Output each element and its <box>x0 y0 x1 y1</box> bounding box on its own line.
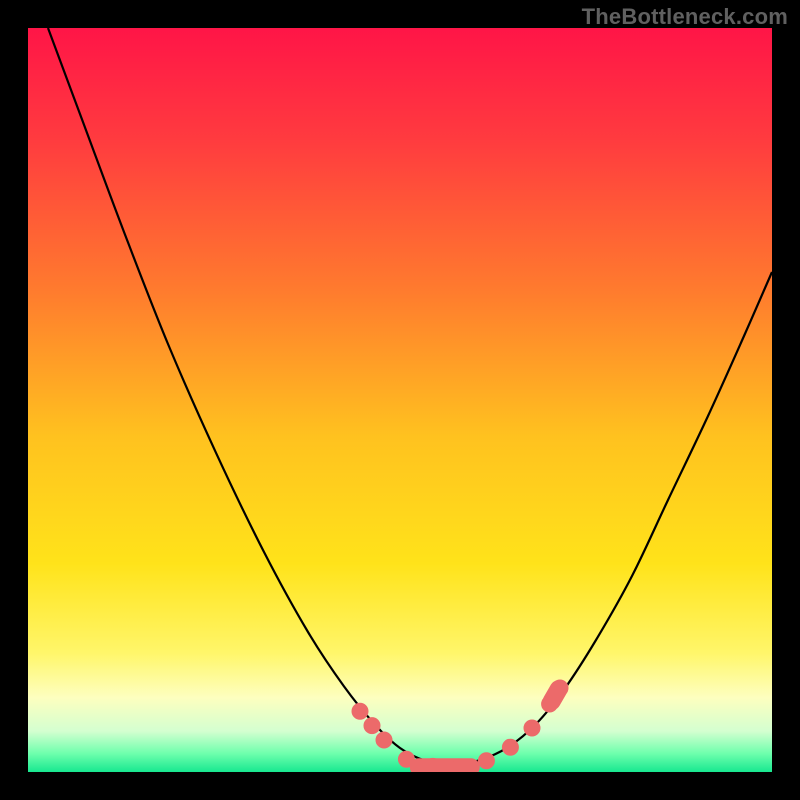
marker-dot <box>552 680 568 696</box>
marker-dot <box>352 703 368 719</box>
marker-dot <box>425 758 441 774</box>
marker-dot <box>364 718 380 734</box>
marker-dot <box>502 739 518 755</box>
gradient-background <box>28 28 772 772</box>
marker-dot <box>524 720 540 736</box>
marker-dot <box>376 732 392 748</box>
watermark-text: TheBottleneck.com <box>582 4 788 30</box>
marker-dot <box>478 753 494 769</box>
bottleneck-chart <box>0 0 800 800</box>
marker-dot <box>542 696 558 712</box>
marker-dot <box>398 751 414 767</box>
chart-frame: TheBottleneck.com <box>0 0 800 800</box>
